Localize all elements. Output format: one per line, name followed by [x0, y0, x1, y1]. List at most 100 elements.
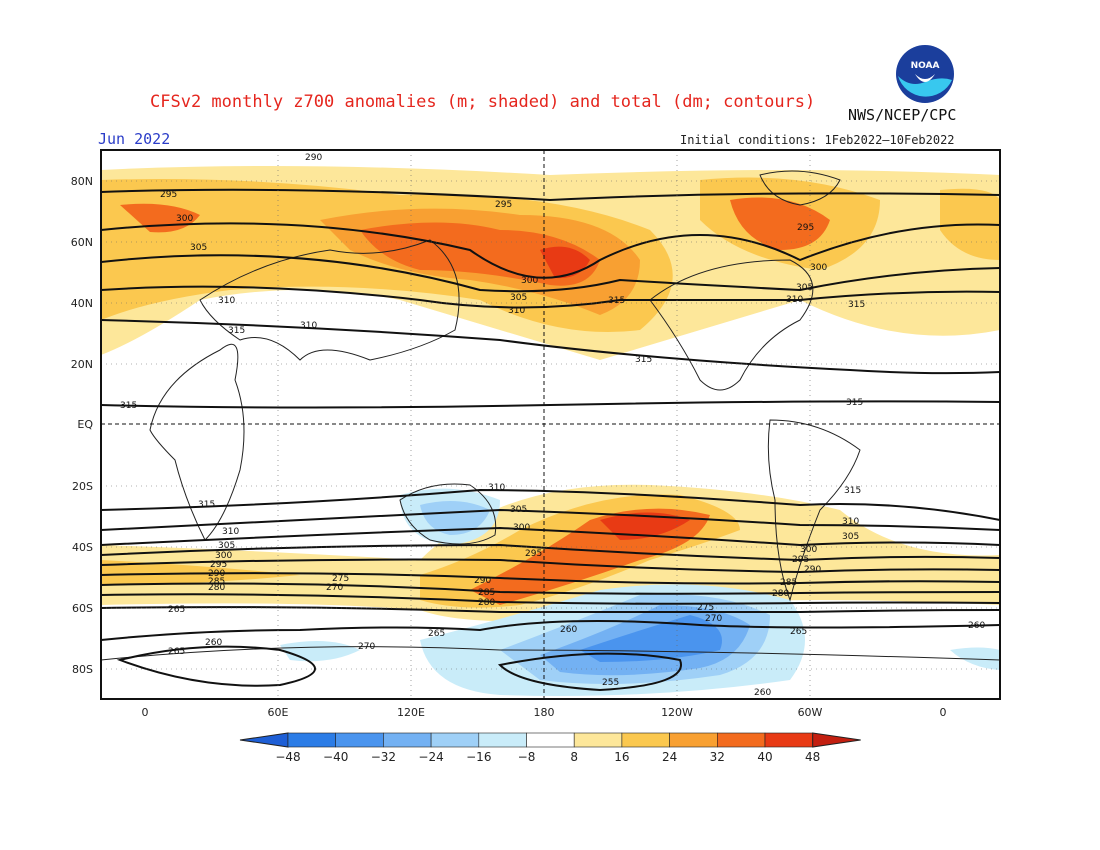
initial-conditions: Initial conditions: 1Feb2022–10Feb2022: [680, 133, 955, 147]
contour-label: 310: [218, 296, 235, 306]
contour-label: 275: [332, 574, 349, 584]
colorbar-segment: [287, 732, 337, 748]
contour-label: 310: [508, 306, 525, 316]
colorbar: −48 −40 −32 −24 −16 −8 8 16 24 32 40 48: [239, 732, 861, 764]
lat-tick: 60S: [72, 602, 93, 615]
contour-label: 290: [305, 153, 322, 163]
lon-tick: 120E: [397, 706, 425, 719]
lon-tick: 180: [534, 706, 555, 719]
contour-label: 310: [222, 527, 239, 537]
colorbar-tick-label: −32: [371, 750, 396, 764]
height-contours: [101, 188, 1000, 692]
contour-label: 255: [602, 678, 619, 688]
contour-300: [101, 222, 1000, 279]
contour-label: 305: [510, 293, 527, 303]
colorbar-tick-label: 40: [757, 750, 772, 764]
contour-label: 310: [488, 483, 505, 493]
colorbar-segment: [669, 732, 718, 748]
colorbar-left-arrow: [239, 732, 289, 748]
contour-305s: [101, 526, 1000, 547]
contour-label: 305: [796, 283, 813, 293]
contour-label: 300: [513, 523, 530, 533]
contour-label: 310: [300, 321, 317, 331]
colorbar-tick-label: 16: [614, 750, 629, 764]
contour-290s: [101, 572, 1000, 585]
colorbar-segment: [335, 732, 384, 748]
contour-label: 300: [521, 276, 538, 286]
lat-tick: 40N: [71, 297, 93, 310]
lat-tick: 80S: [72, 663, 93, 676]
colorbar-segment: [526, 732, 575, 748]
positive-anomaly-32: [360, 222, 600, 286]
contour-label: 280: [478, 598, 495, 608]
contour-280s: [101, 593, 1000, 605]
contour-label: 270: [358, 642, 375, 652]
antarctica-coastline: [101, 646, 1000, 661]
contour-285s: [101, 582, 1000, 595]
north-america-coastline: [649, 259, 814, 391]
colorbar-tick-label: 48: [805, 750, 820, 764]
africa-coastline: [149, 343, 245, 541]
colorbar-segment: [764, 732, 814, 748]
contour-label: 295: [525, 549, 542, 559]
noaa-logo-icon: NOAA: [896, 45, 954, 103]
colorbar-tick-label: −8: [518, 750, 536, 764]
latitude-axis: 80N 60N 40N 20N EQ 20S 40S 60S 80S: [71, 175, 94, 676]
contour-label: 270: [705, 614, 722, 624]
contour-label: 300: [810, 263, 827, 273]
eurasia-coastline: [199, 239, 460, 361]
contour-label: 295: [495, 200, 512, 210]
contour-label: 295: [797, 223, 814, 233]
contour-label: 315: [844, 486, 861, 496]
contour-label: 300: [800, 545, 817, 555]
contour-label: 295: [792, 555, 809, 565]
lat-tick: 40S: [72, 541, 93, 554]
logo-text: NOAA: [911, 61, 940, 71]
chart-title: CFSv2 monthly z700 anomalies (m; shaded)…: [150, 92, 816, 112]
contour-255-closed: [497, 652, 682, 692]
agency-label: NWS/NCEP/CPC: [848, 106, 957, 124]
contour-265-closed: [116, 645, 316, 687]
contour-label: 310: [842, 517, 859, 527]
contour-label: 300: [215, 551, 232, 561]
contour-label: 315: [848, 300, 865, 310]
contour-label: 290: [804, 565, 821, 575]
longitude-axis: 0 60E 120E 180 120W 60W 0: [142, 706, 947, 719]
contour-label: 305: [842, 532, 859, 542]
contour-label: 315: [120, 401, 137, 411]
lat-tick: 20S: [72, 480, 93, 493]
contour-300s: [101, 543, 1000, 562]
contour-label: 265: [168, 647, 185, 657]
forecast-month: Jun 2022: [98, 130, 171, 148]
contour-label: 305: [510, 505, 527, 515]
contour-label: 315: [608, 296, 625, 306]
contour-label: 290: [208, 569, 225, 579]
contour-265s: [101, 620, 1000, 641]
negative-anomaly-16: [420, 501, 490, 535]
contour-label: 280: [772, 589, 789, 599]
contour-label: 260: [560, 625, 577, 635]
contour-labels: 290 295 295 300 300 305 305 305 310 310 …: [120, 153, 985, 698]
contour-label: 285: [478, 588, 495, 598]
contour-label: 260: [968, 621, 985, 631]
contour-275s: [101, 606, 1000, 614]
map-frame: [100, 149, 1001, 700]
colorbar-segment: [430, 732, 480, 748]
contour-label: 310: [786, 295, 803, 305]
positive-anomaly-40: [540, 246, 590, 279]
contour-label: 295: [160, 190, 177, 200]
contour-305: [101, 254, 1000, 293]
contour-315: [101, 319, 1000, 375]
contour-label: 295: [210, 560, 227, 570]
contour-label: 270: [326, 583, 343, 593]
contour-315-eq: [101, 400, 1000, 409]
lat-tick: 60N: [71, 236, 93, 249]
contour-label: 315: [228, 326, 245, 336]
contour-label: 265: [168, 605, 185, 615]
contour-label: 265: [790, 627, 807, 637]
colorbar-tick-label: −16: [466, 750, 491, 764]
contour-310: [101, 285, 1000, 309]
contour-label: 265: [428, 629, 445, 639]
contour-label: 260: [205, 638, 222, 648]
